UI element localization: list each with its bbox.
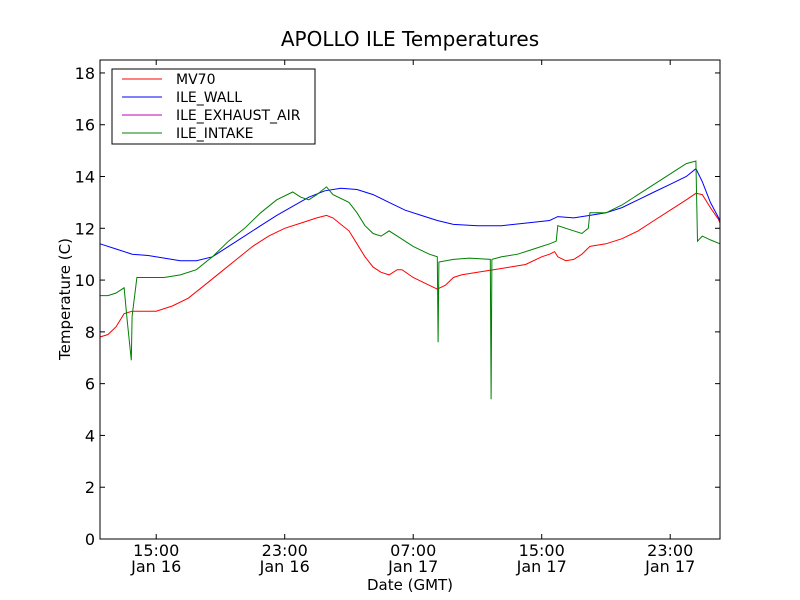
legend-label-mv70: MV70 bbox=[176, 72, 215, 88]
series-line-ile-intake bbox=[100, 160, 721, 400]
legend-box bbox=[111, 68, 316, 145]
legend-label-ile-intake: ILE_INTAKE bbox=[176, 126, 253, 142]
y-tick-label: 6 bbox=[85, 375, 95, 394]
y-tick-label: 12 bbox=[75, 219, 95, 238]
x-tick-label-time: 23:00 bbox=[262, 541, 308, 560]
legend-label-ile-wall: ILE_WALL bbox=[176, 90, 242, 106]
plot-frame bbox=[99, 59, 721, 540]
y-tick-label: 8 bbox=[85, 323, 95, 342]
x-axis-label: Date (GMT) bbox=[367, 576, 453, 594]
x-tick-label-date: Jan 16 bbox=[259, 557, 310, 576]
y-axis-label: Temperature (C) bbox=[56, 238, 74, 361]
plot-area bbox=[99, 160, 721, 400]
x-tick-label-time: 07:00 bbox=[390, 541, 436, 560]
x-tick-label-time: 15:00 bbox=[133, 541, 179, 560]
x-tick-label-time: 23:00 bbox=[647, 541, 693, 560]
x-tick-label-date: Jan 17 bbox=[516, 557, 567, 576]
y-tick-label: 2 bbox=[85, 478, 95, 497]
x-tick-label-date: Jan 17 bbox=[644, 557, 695, 576]
series-line-ile-wall bbox=[99, 167, 721, 262]
x-tick-label-time: 15:00 bbox=[519, 541, 565, 560]
x-tick-label-date: Jan 16 bbox=[130, 557, 181, 576]
y-tick-label: 14 bbox=[75, 168, 95, 187]
y-tick-label: 16 bbox=[75, 116, 95, 135]
x-tick-label-date: Jan 17 bbox=[387, 557, 438, 576]
chart-title: APOLLO ILE Temperatures bbox=[281, 27, 539, 51]
y-tick-label: 4 bbox=[85, 426, 95, 445]
legend: MV70 ILE_WALL ILE_EXHAUST_AIR ILE_INTAKE bbox=[111, 68, 316, 145]
legend-label-ile-exhaust-air: ILE_EXHAUST_AIR bbox=[176, 108, 301, 124]
y-tick-label: 0 bbox=[85, 530, 95, 549]
y-tick-label: 10 bbox=[75, 271, 95, 290]
series-line-mv70 bbox=[99, 192, 721, 338]
y-tick-label: 18 bbox=[75, 64, 95, 83]
